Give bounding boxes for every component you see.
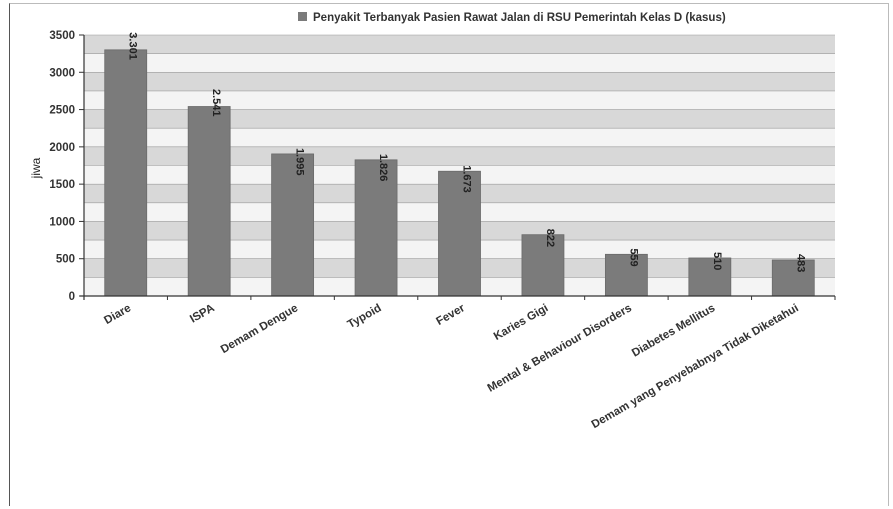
bar-5 <box>438 170 481 297</box>
bar-7 <box>604 253 648 297</box>
value-label: 1.826 <box>377 154 389 182</box>
y-tick-label: 500 <box>56 254 75 266</box>
x-tick-label: Diare <box>102 302 133 327</box>
axes <box>79 34 836 300</box>
x-tick-label: Mental & Behaviour Disorders <box>486 302 634 395</box>
value-label: 483 <box>794 254 806 272</box>
y-tick-label: 0 <box>69 291 75 303</box>
grid-band <box>84 128 835 147</box>
bars <box>104 49 815 297</box>
y-tick-label: 2000 <box>49 142 75 154</box>
bar-1 <box>104 49 148 297</box>
value-labels: 3.301 2.541 1.995 1.826 1.673 822 559 510 483 <box>127 32 807 272</box>
x-tick-label: Demam Dengue <box>219 302 300 356</box>
x-tick-label: ISPA <box>188 302 217 325</box>
y-tick-labels: 0 500 1000 1500 2000 2500 3000 3500 <box>49 30 75 303</box>
value-label: 2.541 <box>210 89 222 117</box>
value-label: 559 <box>627 248 639 266</box>
x-tick-labels: Diare ISPA Demam Dengue Typoid Fever Karies G… <box>102 302 800 431</box>
bar-6 <box>521 234 565 297</box>
grid-band <box>84 109 835 129</box>
value-label: 3.301 <box>127 32 139 60</box>
x-tick-label: Diabetes Mellitus <box>630 302 717 359</box>
value-label: 510 <box>711 252 723 270</box>
chart-frame <box>9 3 889 506</box>
y-tick-label: 3500 <box>49 30 75 42</box>
bar-9 <box>771 259 815 297</box>
x-tick-label: Typoid <box>346 302 384 331</box>
legend-label: Penyakit Terbanyak Pasien Rawat Jalan di… <box>313 12 726 24</box>
bar-4 <box>354 159 398 297</box>
x-tick-label: Fever <box>434 302 467 328</box>
value-label: 1.673 <box>461 165 473 193</box>
grid-band <box>84 90 835 110</box>
bar-3 <box>271 153 315 297</box>
bar-8 <box>688 257 732 297</box>
y-tick-label: 1500 <box>49 179 75 191</box>
bar-2 <box>187 106 231 297</box>
legend-marker <box>298 12 307 21</box>
y-tick-label: 1000 <box>49 216 75 228</box>
legend: Penyakit Terbanyak Pasien Rawat Jalan di… <box>298 12 726 24</box>
value-label: 1.995 <box>294 148 306 176</box>
y-axis-label: jiwa <box>29 157 43 179</box>
y-tick-label: 2500 <box>49 105 75 117</box>
grid-band <box>84 35 835 54</box>
x-tick-label: Karies Gigi <box>492 302 551 343</box>
grid-band <box>84 53 835 73</box>
grid-band <box>84 72 835 91</box>
value-label: 822 <box>544 229 556 247</box>
y-tick-label: 3000 <box>49 67 75 79</box>
